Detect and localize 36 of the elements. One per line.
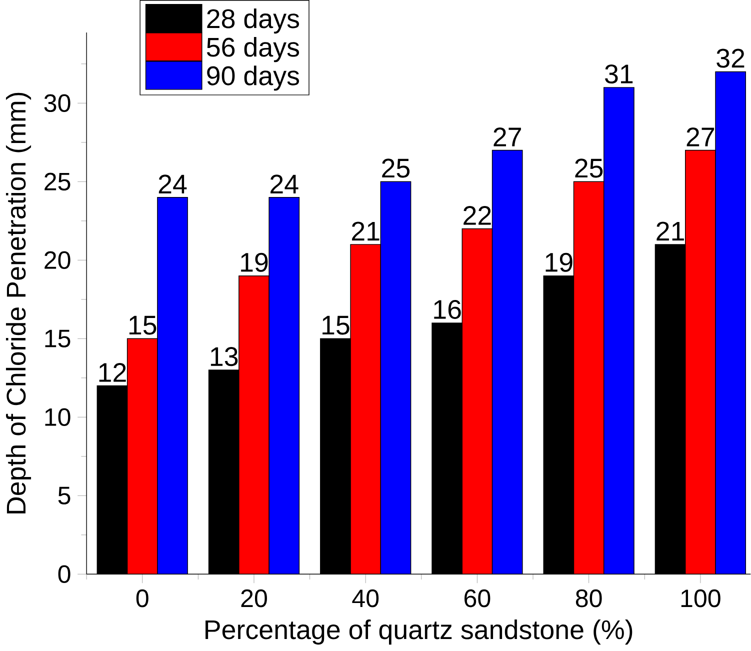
y-tick-label: 20 [44,251,70,270]
data-label: 24 [158,174,187,194]
data-label: 15 [129,316,156,335]
data-label: 22 [464,206,491,226]
legend-label: 56 days [206,37,300,62]
data-label: 25 [575,158,603,178]
data-label: 24 [270,174,298,194]
data-label: 19 [546,253,572,272]
data-label: 16 [434,300,461,320]
data-label: 32 [716,48,744,68]
data-label: 19 [241,253,268,272]
legend-label: 28 days [207,8,300,34]
y-axis-title: Depth of Chloride Penetration (mm) [6,93,32,514]
y-tick-label: 0 [58,565,70,584]
y-tick-label: 10 [45,408,70,426]
x-axis-title: Percentage of quartz sandstone (%) [206,620,632,645]
data-label: 27 [686,128,714,147]
data-label: 13 [210,347,238,366]
data-label: 25 [382,158,410,178]
data-label: 31 [605,64,633,84]
y-tick-label: 25 [44,172,70,191]
x-tick-label: 80 [576,590,602,608]
y-tick-label: 15 [45,330,70,348]
data-label: 27 [494,128,521,147]
x-tick-label: 0 [136,590,148,608]
data-label: 21 [352,222,380,241]
x-tick-label: 20 [241,590,267,608]
x-tick-label: 40 [352,590,379,608]
data-label: 15 [322,316,350,335]
x-tick-label: 60 [464,590,490,608]
data-label: 12 [99,363,126,382]
data-label: 21 [656,222,684,241]
y-tick-label: 5 [58,487,70,505]
y-tick-label: 30 [44,94,70,112]
legend-label: 90 days [207,66,300,91]
x-tick-label: 100 [681,590,720,608]
